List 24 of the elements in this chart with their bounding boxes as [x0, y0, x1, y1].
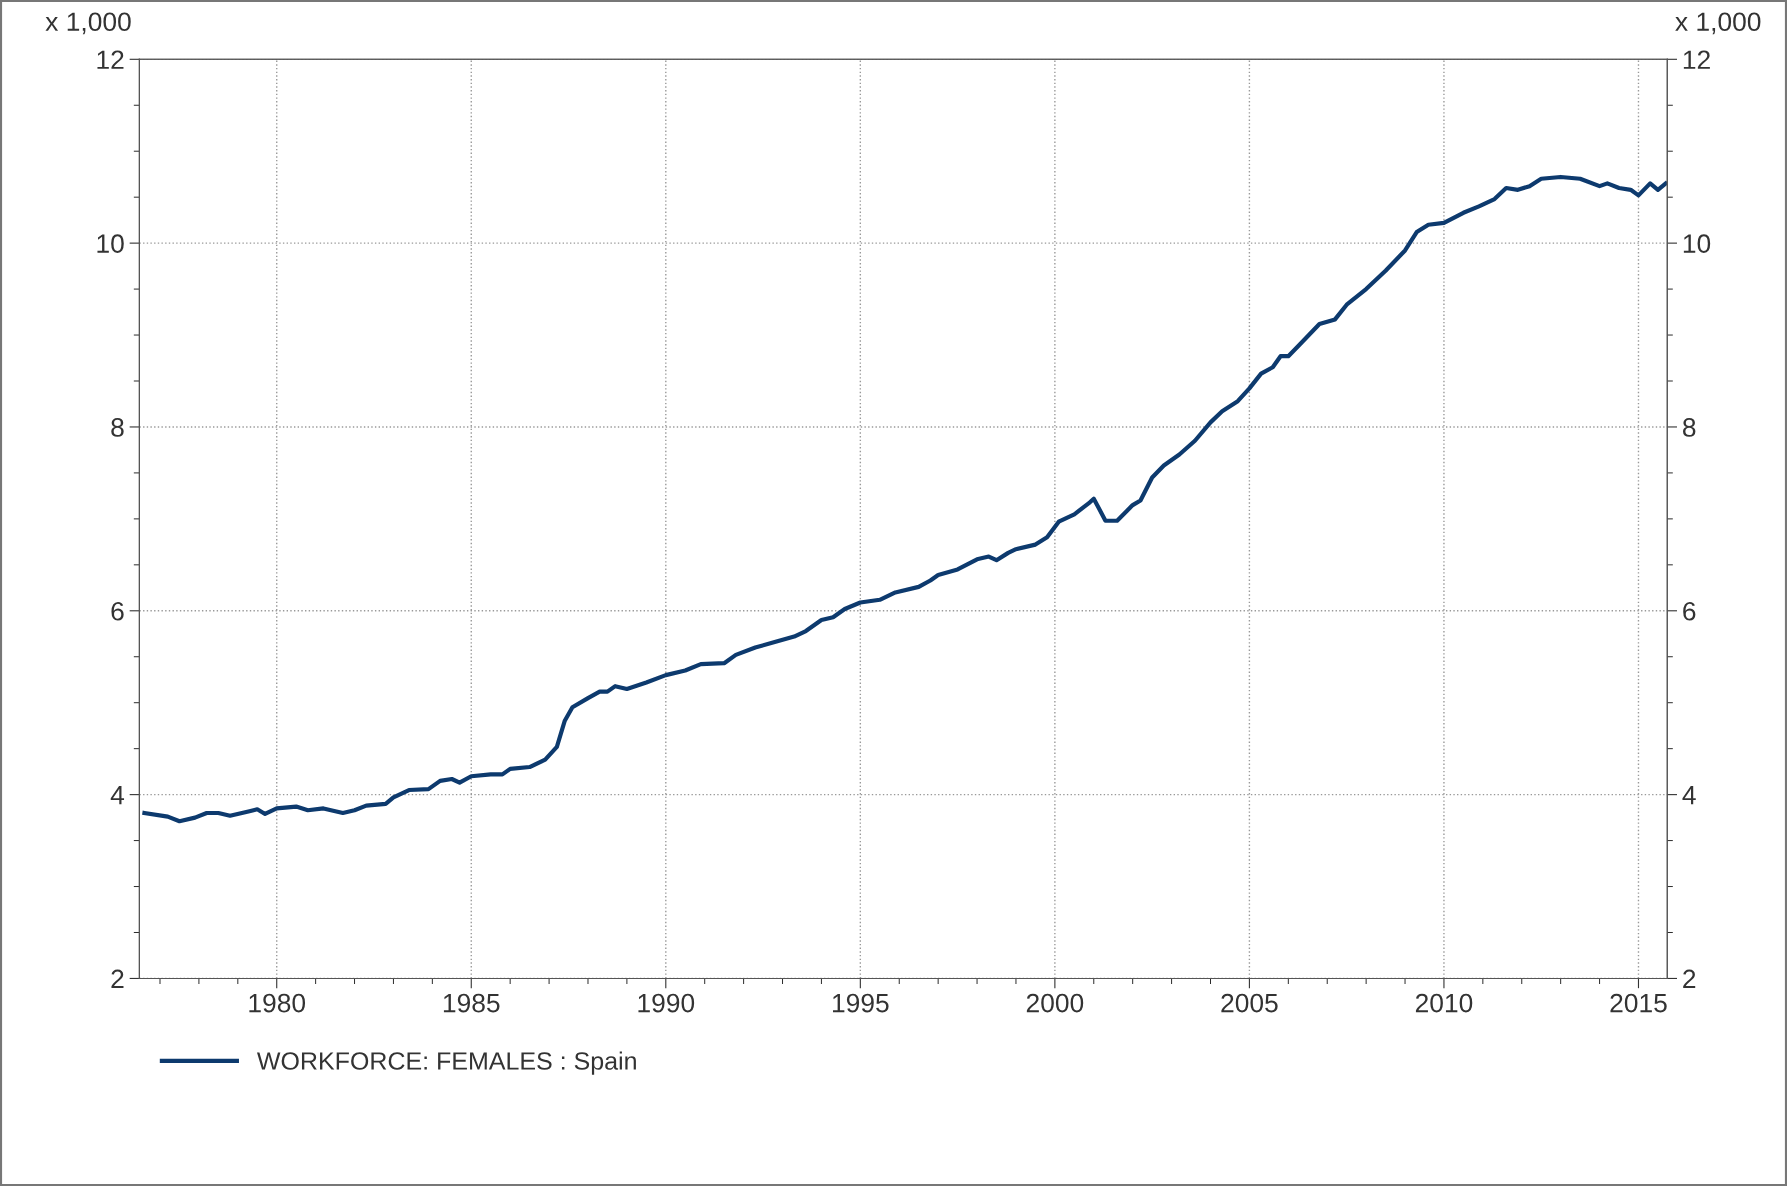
x-tick-label: 1995: [833, 993, 889, 1013]
y-tick-label: 2: [111, 969, 124, 989]
y-tick-label: 4: [110, 786, 125, 805]
legend-label: WORKFORCE: FEMALES : Spain: [257, 1051, 636, 1075]
y-tick-label: 12: [97, 50, 124, 69]
x-tick-label: 1985: [443, 993, 500, 1013]
y-tick-label: 6: [111, 601, 124, 621]
y2-axis-title: x 1,000: [1675, 12, 1761, 35]
y2-tick-label: 4: [1682, 786, 1696, 805]
y-tick-label: 10: [97, 234, 124, 253]
x-tick-label: 2000: [1026, 993, 1084, 1013]
line-series: [142, 174, 1668, 824]
x-tick-label: 2015: [1610, 993, 1667, 1013]
y2-tick-label: 2: [1683, 969, 1696, 989]
y2-tick-label: 8: [1683, 418, 1696, 437]
x-tick-label: 1990: [638, 993, 695, 1013]
x-tick-label: 1980: [249, 993, 306, 1013]
y-axis-title: x 1,000: [45, 12, 131, 35]
y2-tick-label: 6: [1683, 601, 1696, 621]
y2-tick-label: 12: [1683, 50, 1710, 69]
y-tick-label: 8: [111, 418, 124, 437]
x-tick-label: 2010: [1415, 993, 1473, 1013]
x-tick-label: 2005: [1221, 993, 1278, 1013]
y2-tick-label: 10: [1683, 234, 1711, 253]
